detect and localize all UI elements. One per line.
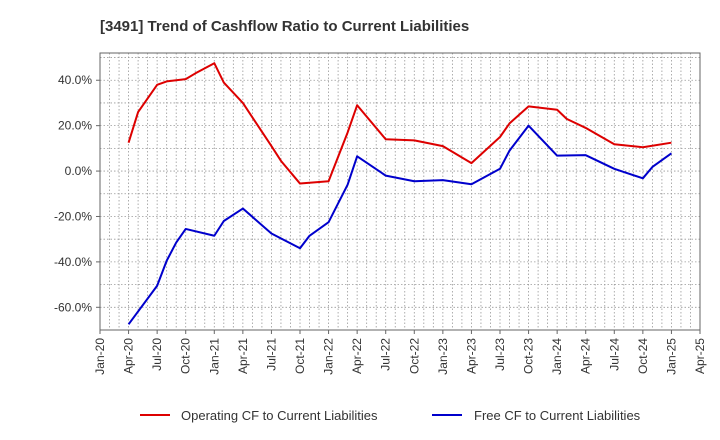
series-line-operating-cf xyxy=(127,62,672,185)
plot-area xyxy=(99,52,701,331)
x-tick-label: Jan-25 xyxy=(664,338,678,375)
x-tick-label: Oct-24 xyxy=(636,338,650,374)
x-tick-label: Apr-24 xyxy=(579,338,593,374)
y-tick-label: 0.0% xyxy=(65,164,93,178)
series-line-free-cf xyxy=(127,124,673,325)
x-tick-label: Apr-20 xyxy=(122,338,136,374)
x-tick-label: Jan-24 xyxy=(550,338,564,375)
x-tick-label: Jan-22 xyxy=(322,338,336,375)
y-tick-label: -40.0% xyxy=(54,255,92,269)
legend-label-free-cf: Free CF to Current Liabilities xyxy=(474,408,641,423)
x-tick-label: Jan-21 xyxy=(207,338,221,375)
series-layer xyxy=(127,62,673,325)
x-axis: Jan-20 Apr-20 Jul-20 Oct-20 Jan-21 Apr-21 Jul-… xyxy=(93,330,707,375)
chart-title: [3491] Trend of Cashflow Ratio to Curren… xyxy=(100,18,469,35)
y-tick-label: -60.0% xyxy=(54,300,92,314)
y-tick-label: 40.0% xyxy=(58,73,92,87)
x-tick-label: Jul-22 xyxy=(379,338,393,371)
grid xyxy=(100,53,700,330)
legend: Operating CF to Current Liabilities Free… xyxy=(140,408,641,423)
x-tick-label: Oct-23 xyxy=(522,338,536,374)
x-tick-label: Jul-24 xyxy=(607,338,621,371)
y-tick-label: 20.0% xyxy=(58,119,92,133)
x-tick-label: Apr-21 xyxy=(236,338,250,374)
x-tick-label: Jul-21 xyxy=(264,338,278,371)
x-tick-label: Jul-20 xyxy=(150,338,164,371)
y-axis: -60.0% -40.0% -20.0% 0.0% 20.0% 40.0% xyxy=(54,73,100,314)
x-tick-label: Jan-23 xyxy=(436,338,450,375)
legend-label-operating-cf: Operating CF to Current Liabilities xyxy=(181,408,378,423)
x-tick-label: Oct-22 xyxy=(407,338,421,374)
x-tick-label: Apr-23 xyxy=(464,338,478,374)
y-tick-label: -20.0% xyxy=(54,209,92,223)
x-tick-label: Apr-22 xyxy=(350,338,364,374)
x-tick-label: Jan-20 xyxy=(93,338,107,375)
x-tick-label: Oct-21 xyxy=(293,338,307,374)
x-tick-label: Oct-20 xyxy=(179,338,193,374)
x-tick-label: Jul-23 xyxy=(493,338,507,371)
x-tick-label: Apr-25 xyxy=(693,338,707,374)
